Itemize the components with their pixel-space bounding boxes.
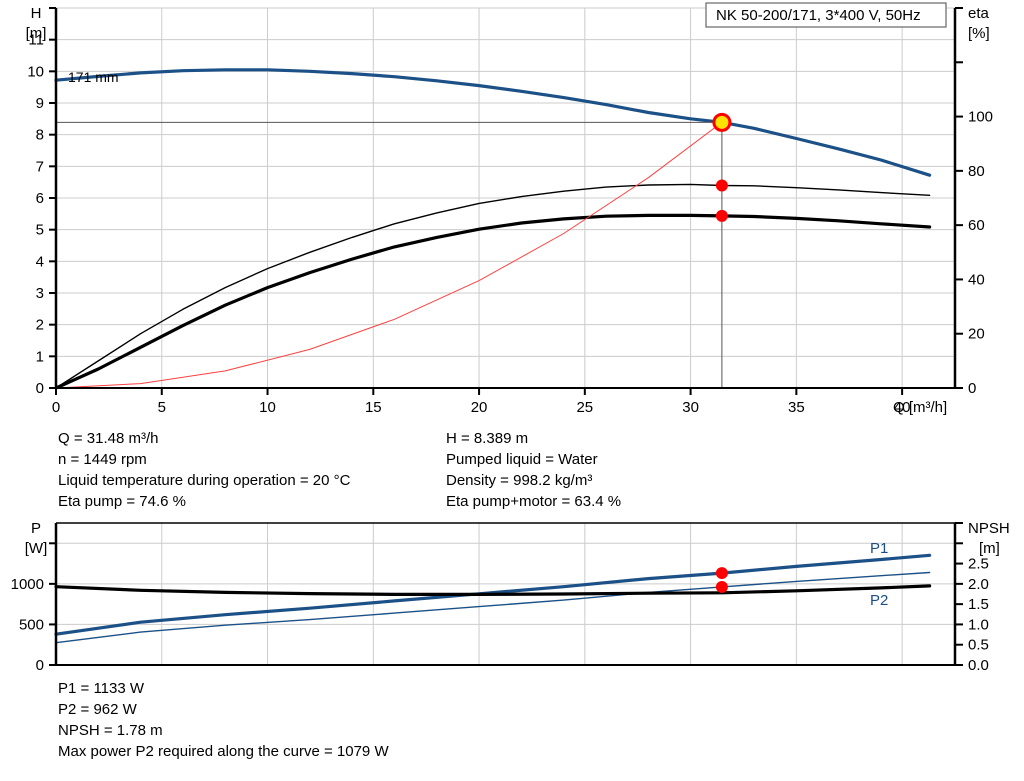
axis-caption-p-unit: [W]: [25, 540, 48, 557]
tick-label-h-6: 6: [36, 190, 44, 207]
tick-label-npsh-0.0: 0.0: [968, 657, 989, 674]
chart-title: NK 50-200/171, 3*400 V, 50Hz: [716, 7, 921, 24]
tick-label-h-8: 8: [36, 127, 44, 144]
axis-caption-h: H: [31, 5, 42, 22]
tick-label-p-500: 500: [19, 616, 44, 633]
info-h: H = 8.389 m: [446, 430, 529, 447]
curve-label-p1: P1: [870, 540, 888, 557]
info-q: Q = 31.48 m³/h: [58, 430, 159, 447]
tick-label-eta-60: 60: [968, 217, 985, 234]
tick-label-eta-0: 0: [968, 380, 976, 397]
tick-label-eta-40: 40: [968, 271, 985, 288]
operating-data-top: Q = 31.48 m³/h H = 8.389 m n = 1449 rpm …: [58, 428, 958, 512]
tick-label-q-20: 20: [471, 399, 488, 416]
eta-pump-point: [715, 179, 728, 192]
tick-label-h-9: 9: [36, 95, 44, 112]
info-liquid: Pumped liquid = Water: [446, 451, 598, 468]
duty-point: [712, 112, 732, 132]
info-npsh: NPSH = 1.78 m: [58, 722, 163, 739]
tick-label-npsh-0.5: 0.5: [968, 637, 989, 654]
info-row: n = 1449 rpm Pumped liquid = Water: [58, 449, 958, 470]
info-density: Density = 998.2 kg/m³: [446, 472, 593, 489]
tick-label-eta-20: 20: [968, 326, 985, 343]
curve-eta-pump: [55, 183, 931, 389]
tick-label-h-7: 7: [36, 158, 44, 175]
operating-data-bottom: P1 = 1133 W P2 = 962 W NPSH = 1.78 m Max…: [58, 678, 958, 762]
info-eta-pump: Eta pump = 74.6 %: [58, 493, 186, 510]
tick-label-npsh-1.5: 1.5: [968, 596, 989, 613]
info-p1: P1 = 1133 W: [58, 680, 145, 697]
tick-label-h-10: 10: [27, 63, 44, 80]
tick-label-npsh-2.5: 2.5: [968, 556, 989, 573]
curve-p2: [55, 571, 931, 644]
tick-label-h-11: 11: [28, 32, 44, 49]
tick-label-q-25: 25: [576, 399, 593, 416]
p1-point: [715, 567, 728, 580]
curve-p1: [54, 553, 932, 636]
curve-eta-pump-motor: [54, 213, 932, 390]
impeller-diameter-label: 171 mm: [68, 69, 119, 85]
curve-h-curve-171-mm: [54, 68, 932, 177]
tick-label-q-30: 30: [682, 399, 699, 416]
tick-label-h-4: 4: [36, 253, 44, 270]
p2-point: [715, 580, 728, 593]
tick-label-eta-80: 80: [968, 163, 985, 180]
info-temperature: Liquid temperature during operation = 20…: [58, 472, 351, 489]
head-eta-chart: 0 1 2 3 4 5 6 7 8 9 10 11 0 20 40 60 80 100 0 5 10 15 20 25 30 35…: [26, 2, 993, 416]
curve-npsh: [54, 584, 932, 596]
eta-pump-motor-point: [715, 209, 728, 222]
chart-title-frame: [705, 2, 947, 28]
tick-label-npsh-2.0: 2.0: [968, 576, 989, 593]
info-row: Eta pump = 74.6 % Eta pump+motor = 63.4 …: [58, 491, 958, 512]
info-speed: n = 1449 rpm: [58, 451, 147, 468]
info-p2: P2 = 962 W: [58, 701, 137, 718]
axis-caption-eta-unit: [%]: [968, 25, 990, 42]
chart-title-box: NK 50-200/171, 3*400 V, 50Hz: [705, 2, 947, 28]
axis-caption-eta: eta: [968, 5, 990, 22]
tick-label-q-5: 5: [158, 399, 166, 416]
info-row: Q = 31.48 m³/h H = 8.389 m: [58, 428, 958, 449]
axis-caption-h-unit: [m]: [26, 25, 47, 42]
axis-caption-p: P: [31, 520, 41, 537]
info-max-power: Max power P2 required along the curve = …: [58, 743, 389, 760]
tick-label-p-0: 0: [36, 657, 44, 674]
tick-label-h-0: 0: [36, 380, 44, 397]
tick-label-q-40: 40: [894, 399, 911, 416]
tick-label-q-15: 15: [365, 399, 382, 416]
curve-system-curve: [55, 121, 723, 389]
axis-caption-q: Q [m³/h]: [893, 399, 947, 416]
tick-label-q-35: 35: [788, 399, 805, 416]
tick-label-h-3: 3: [36, 285, 44, 302]
tick-label-p-1000: 1000: [11, 576, 44, 593]
tick-label-npsh-1.0: 1.0: [968, 616, 989, 633]
info-row: Liquid temperature during operation = 20…: [58, 470, 958, 491]
tick-label-h-5: 5: [36, 222, 44, 239]
info-eta-pump-motor: Eta pump+motor = 63.4 %: [446, 493, 622, 510]
axis-caption-npsh-unit: [m]: [979, 540, 1000, 557]
power-npsh-chart: 0 500 1000 0.0 0.5 1.0 1.5 2.0 2.5 P [W] NPSH [m] P1 P…: [11, 520, 1010, 674]
tick-label-eta-100: 100: [968, 109, 993, 126]
tick-label-h-2: 2: [36, 317, 44, 334]
tick-label-q-0: 0: [52, 399, 60, 416]
tick-label-q-10: 10: [259, 399, 276, 416]
tick-label-h-1: 1: [36, 348, 44, 365]
curve-label-p2: P2: [870, 592, 888, 609]
axis-caption-npsh: NPSH: [968, 520, 1010, 537]
